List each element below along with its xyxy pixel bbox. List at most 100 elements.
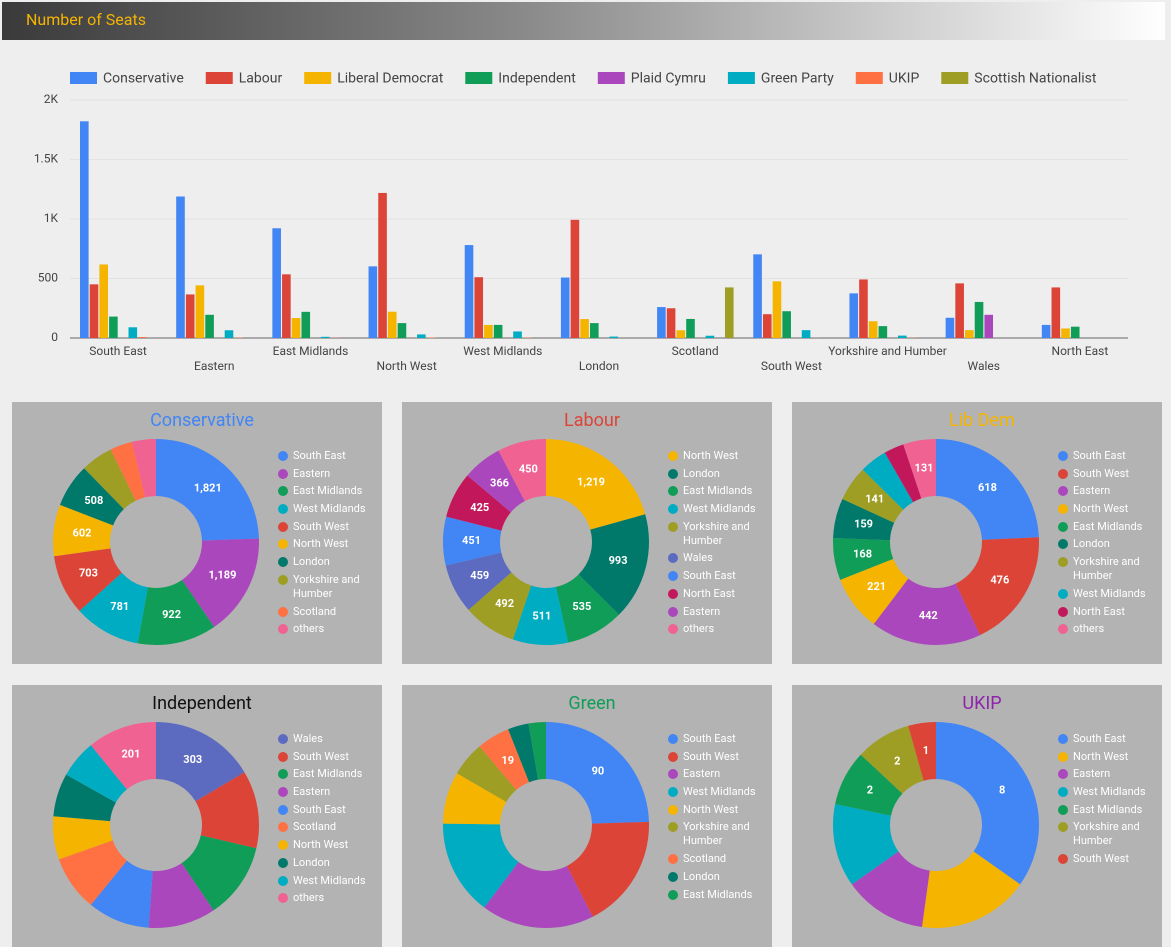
legend-swatch bbox=[465, 72, 492, 84]
donut-title: Labour bbox=[402, 410, 782, 431]
slice-label: 511 bbox=[532, 609, 551, 622]
legend-dot bbox=[278, 469, 288, 479]
legend-item: London bbox=[278, 555, 378, 569]
legend-item: West Midlands bbox=[1058, 785, 1158, 799]
bar bbox=[984, 315, 993, 338]
legend-label: Wales bbox=[293, 732, 323, 745]
legend-dot bbox=[1058, 557, 1068, 567]
slice-label: 508 bbox=[84, 494, 103, 507]
legend-label: South East bbox=[683, 569, 736, 582]
legend-item: South West bbox=[1058, 852, 1158, 866]
y-tick-label: 0 bbox=[51, 330, 58, 344]
bar bbox=[225, 330, 234, 338]
bar bbox=[1071, 327, 1080, 338]
legend-label: South East bbox=[1073, 449, 1126, 462]
legend-swatch bbox=[856, 72, 883, 84]
legend-dot bbox=[1058, 522, 1068, 532]
slice-label: 476 bbox=[990, 573, 1009, 586]
legend-label: Eastern bbox=[1073, 767, 1110, 780]
slice-label: 90 bbox=[592, 764, 605, 777]
bar bbox=[99, 264, 108, 338]
bar bbox=[849, 293, 858, 338]
legend-item: Yorkshire and Humber bbox=[668, 520, 768, 548]
legend-label: West Midlands bbox=[293, 502, 366, 515]
legend-item: others bbox=[278, 891, 378, 905]
legend-dot bbox=[278, 624, 288, 634]
legend-dot bbox=[668, 504, 678, 514]
bar bbox=[176, 197, 185, 338]
legend-label: Green Party bbox=[761, 71, 834, 87]
bar bbox=[494, 325, 503, 338]
slice-label: 2 bbox=[867, 784, 873, 797]
bar bbox=[571, 220, 580, 338]
legend-item: South West bbox=[278, 750, 378, 764]
slice-label: 492 bbox=[495, 597, 514, 610]
bar bbox=[802, 330, 811, 338]
legend-dot bbox=[1058, 451, 1068, 461]
legend-label: Yorkshire and Humber bbox=[683, 820, 750, 847]
donut-slice bbox=[936, 722, 1039, 884]
legend-item: North West bbox=[668, 803, 768, 817]
legend-item: North West bbox=[278, 537, 378, 551]
legend-item: others bbox=[278, 622, 378, 636]
y-tick-label: 500 bbox=[38, 271, 58, 285]
legend-item: East Midlands bbox=[278, 767, 378, 781]
slice-label: 1,219 bbox=[577, 476, 605, 489]
bar bbox=[657, 307, 666, 338]
legend-dot bbox=[668, 624, 678, 634]
legend-item: Yorkshire and Humber bbox=[1058, 555, 1158, 583]
legend-label: East Midlands bbox=[683, 484, 752, 497]
legend-label: North West bbox=[683, 803, 738, 816]
legend-dot bbox=[1058, 539, 1068, 549]
slice-label: 922 bbox=[162, 608, 181, 621]
legend-item: South East bbox=[668, 569, 768, 583]
legend-dot bbox=[668, 522, 678, 532]
legend-label: North East bbox=[1073, 605, 1125, 618]
legend-label: UKIP bbox=[889, 71, 920, 87]
legend-label: London bbox=[1073, 537, 1110, 550]
x-tick-label: Eastern bbox=[194, 359, 235, 373]
bar bbox=[292, 318, 301, 338]
slice-label: 221 bbox=[867, 580, 886, 593]
legend-dot bbox=[668, 872, 678, 882]
legend-item: South West bbox=[278, 520, 378, 534]
legend-label: Eastern bbox=[1073, 484, 1110, 497]
legend-item: North East bbox=[1058, 605, 1158, 619]
bar bbox=[706, 336, 715, 338]
legend-item: North West bbox=[1058, 502, 1158, 516]
legend-label: East Midlands bbox=[1073, 520, 1142, 533]
legend-dot bbox=[278, 575, 288, 585]
legend-label: South West bbox=[1073, 852, 1129, 865]
legend-label: North West bbox=[1073, 750, 1128, 763]
legend-item: Yorkshire and Humber bbox=[668, 820, 768, 848]
bar bbox=[1061, 328, 1070, 338]
legend-label: West Midlands bbox=[1073, 785, 1146, 798]
slice-label: 168 bbox=[853, 547, 872, 560]
legend-dot bbox=[278, 451, 288, 461]
legend-item: Wales bbox=[668, 551, 768, 565]
x-tick-label: London bbox=[579, 359, 619, 373]
legend-label: Plaid Cymru bbox=[631, 71, 706, 87]
legend-item: South West bbox=[668, 750, 768, 764]
bar bbox=[398, 323, 407, 338]
donut-title: Lib Dem bbox=[792, 410, 1171, 431]
x-tick-label: North West bbox=[377, 359, 437, 373]
legend-dot bbox=[278, 557, 288, 567]
legend-item: Yorkshire and Humber bbox=[1058, 820, 1158, 848]
legend-dot bbox=[668, 752, 678, 762]
legend-label: Wales bbox=[683, 551, 713, 564]
legend-label: South West bbox=[293, 750, 349, 763]
legend-label: Scotland bbox=[293, 820, 336, 833]
legend-item: London bbox=[668, 870, 768, 884]
legend-label: London bbox=[683, 467, 720, 480]
x-tick-label: South West bbox=[761, 359, 822, 373]
legend-item: East Midlands bbox=[1058, 803, 1158, 817]
legend-item: Eastern bbox=[668, 767, 768, 781]
legend-item: East Midlands bbox=[668, 484, 768, 498]
